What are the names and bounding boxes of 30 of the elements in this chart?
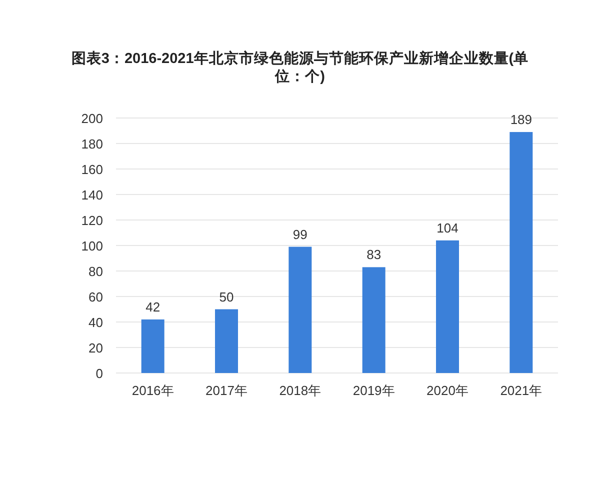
y-tick-label: 60: [88, 290, 103, 304]
x-tick-label: 2016年: [132, 383, 174, 398]
bar: [510, 132, 533, 373]
data-label: 83: [366, 247, 382, 262]
bar: [436, 240, 459, 373]
x-tick-label: 2020年: [426, 383, 468, 398]
y-tick-label: 0: [96, 366, 103, 381]
data-label: 104: [436, 220, 458, 236]
chart-title: 图表3：2016-2021年北京市绿色能源与节能环保产业新增企业数量(单位：个): [70, 50, 530, 86]
data-label: 42: [146, 299, 160, 314]
x-tick-label: 2021年: [500, 383, 542, 398]
y-tick-label: 40: [88, 315, 103, 330]
bar: [141, 319, 164, 373]
y-tick-label: 160: [81, 162, 103, 177]
bar: [288, 246, 312, 373]
data-label: 189: [510, 112, 532, 128]
y-tick-label: 20: [88, 340, 103, 356]
x-tick-label: 2019年: [352, 383, 395, 398]
data-label: 50: [219, 289, 234, 304]
y-tick-label: 80: [88, 264, 103, 279]
y-tick-label: 120: [81, 213, 103, 228]
x-tick-label: 2017年: [206, 383, 248, 398]
bar: [215, 309, 238, 373]
data-label: 99: [292, 226, 308, 242]
x-tick-label: 2018年: [279, 383, 322, 398]
bar: [362, 267, 386, 373]
y-tick-label: 140: [81, 188, 103, 202]
y-tick-label: 180: [81, 136, 103, 152]
y-tick-label: 200: [81, 111, 103, 126]
y-tick-label: 100: [81, 238, 103, 254]
